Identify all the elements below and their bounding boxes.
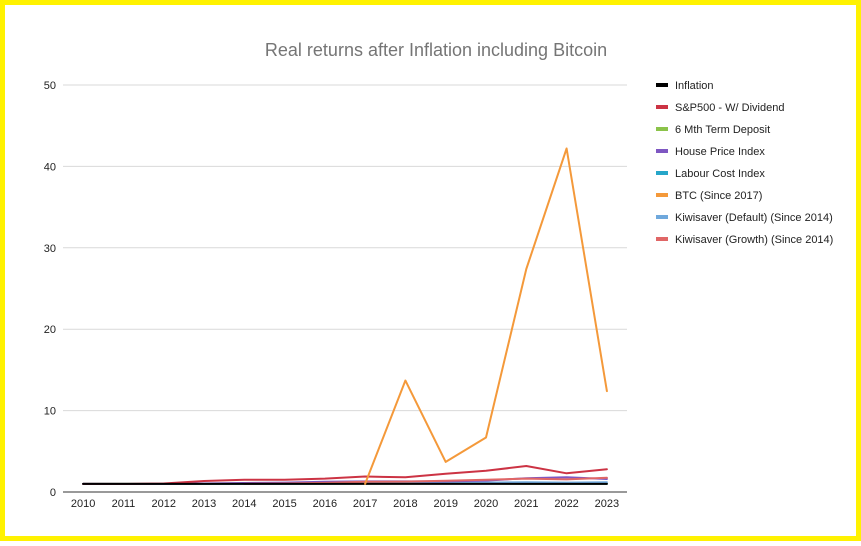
legend-swatch xyxy=(656,237,668,241)
legend-item: BTC (Since 2017) xyxy=(656,190,762,202)
x-tick-label: 2020 xyxy=(474,498,498,510)
legend-label: Kiwisaver (Growth) (Since 2014) xyxy=(675,234,833,246)
x-axis-ticks: 2010 2011 2012 2013 2014 2015 2016 2017 2018 2019… xyxy=(71,498,619,510)
legend-label: S&P500 - W/ Dividend xyxy=(675,102,784,114)
legend-item: S&P500 - W/ Dividend xyxy=(656,102,784,114)
y-tick-label: 40 xyxy=(44,161,56,173)
legend-swatch xyxy=(656,149,668,153)
series-lines xyxy=(82,147,608,485)
x-tick-label: 2014 xyxy=(232,498,256,510)
legend-swatch xyxy=(656,215,668,219)
legend-item: 6 Mth Term Deposit xyxy=(656,124,770,136)
legend-swatch xyxy=(656,171,668,175)
line-chart: Real returns after Inflation including B… xyxy=(44,40,834,510)
x-tick-label: 2010 xyxy=(71,498,95,510)
legend-label: Inflation xyxy=(675,80,714,92)
y-tick-label: 20 xyxy=(44,324,56,336)
y-tick-label: 50 xyxy=(44,80,56,92)
x-tick-label: 2013 xyxy=(192,498,216,510)
legend-item: Kiwisaver (Default) (Since 2014) xyxy=(656,212,833,224)
legend-label: 6 Mth Term Deposit xyxy=(675,124,770,136)
y-tick-label: 10 xyxy=(44,406,56,418)
legend-swatch xyxy=(656,127,668,131)
legend-swatch xyxy=(656,193,668,197)
legend-item: Inflation xyxy=(656,80,714,92)
y-axis-ticks: 0 10 20 30 40 50 xyxy=(44,80,56,499)
chart-title: Real returns after Inflation including B… xyxy=(265,40,607,60)
y-tick-label: 0 xyxy=(50,487,56,499)
legend-label: BTC (Since 2017) xyxy=(675,190,762,202)
series-line xyxy=(364,147,608,485)
legend-swatch xyxy=(656,105,668,109)
legend-item: Kiwisaver (Growth) (Since 2014) xyxy=(656,234,833,246)
x-tick-label: 2023 xyxy=(595,498,619,510)
legend-swatch xyxy=(656,83,668,87)
x-tick-label: 2017 xyxy=(353,498,377,510)
legend-label: House Price Index xyxy=(675,146,765,158)
x-tick-label: 2018 xyxy=(393,498,417,510)
x-tick-label: 2011 xyxy=(112,498,136,510)
y-tick-label: 30 xyxy=(44,243,56,255)
legend: Inflation S&P500 - W/ Dividend 6 Mth Term … xyxy=(656,80,833,246)
gridlines xyxy=(63,84,627,493)
x-tick-label: 2016 xyxy=(313,498,337,510)
x-tick-label: 2022 xyxy=(554,498,578,510)
legend-label: Kiwisaver (Default) (Since 2014) xyxy=(675,212,833,224)
x-tick-label: 2012 xyxy=(151,498,175,510)
x-tick-label: 2019 xyxy=(433,498,457,510)
legend-item: House Price Index xyxy=(656,146,765,158)
legend-item: Labour Cost Index xyxy=(656,168,765,180)
legend-label: Labour Cost Index xyxy=(675,168,765,180)
x-tick-label: 2015 xyxy=(272,498,296,510)
x-tick-label: 2021 xyxy=(514,498,538,510)
